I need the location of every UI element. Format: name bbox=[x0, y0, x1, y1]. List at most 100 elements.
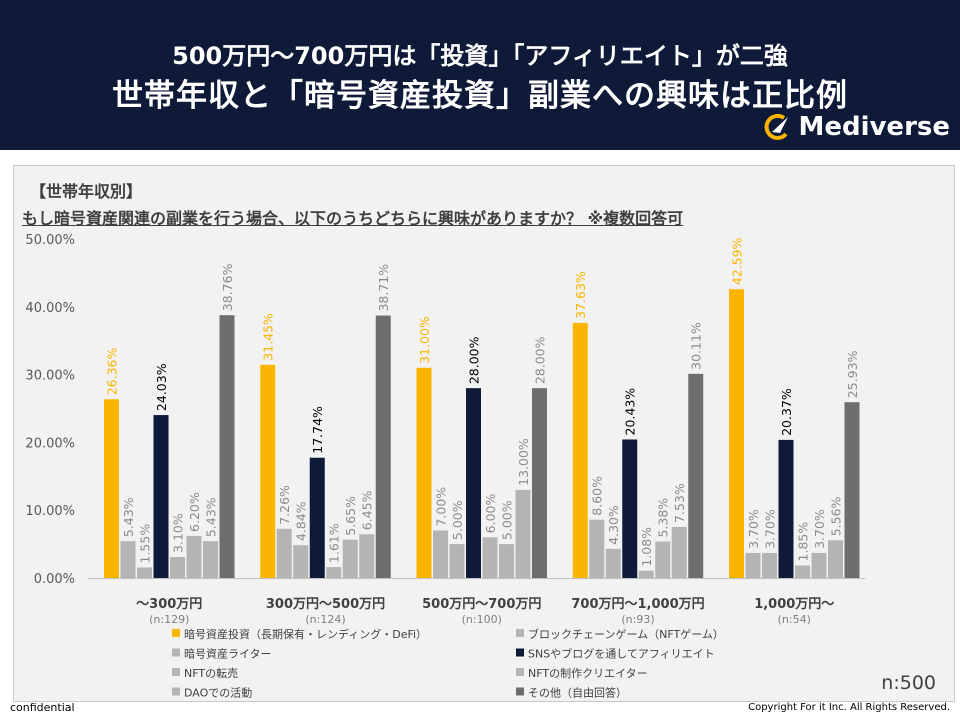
x-category-n: (n:100) bbox=[462, 613, 502, 626]
bar bbox=[219, 315, 235, 578]
bar bbox=[655, 541, 671, 578]
data-label: 13.00% bbox=[516, 438, 531, 486]
data-label: 1.85% bbox=[796, 522, 811, 562]
x-category-label: 〜300万円 bbox=[136, 597, 202, 612]
y-tick-label: 20.00% bbox=[25, 436, 75, 451]
data-label: 38.71% bbox=[376, 264, 391, 312]
data-label: 8.60% bbox=[590, 476, 605, 516]
bar bbox=[186, 535, 202, 578]
bar bbox=[844, 402, 860, 578]
bar bbox=[762, 552, 777, 578]
x-category-n: (n:93) bbox=[621, 613, 654, 626]
data-label: 4.30% bbox=[606, 505, 621, 545]
chart-panel bbox=[13, 165, 955, 702]
data-label: 7.00% bbox=[434, 487, 449, 527]
bar bbox=[170, 556, 185, 578]
data-label: 17.74% bbox=[310, 406, 325, 454]
data-label: 38.76% bbox=[220, 263, 235, 311]
data-label: 1.08% bbox=[639, 527, 654, 567]
legend-label: SNSやブログを通してアフィリエイト bbox=[528, 647, 715, 661]
header-title: 世帯年収と「暗号資産投資」副業への興味は正比例 bbox=[112, 78, 848, 114]
brand-logo: Mediverse bbox=[762, 112, 950, 142]
legend-swatch bbox=[172, 629, 180, 637]
bar bbox=[342, 539, 358, 578]
bar bbox=[572, 322, 588, 578]
data-label: 28.00% bbox=[533, 336, 548, 384]
legend-swatch bbox=[516, 687, 524, 696]
data-label: 5.43% bbox=[121, 497, 136, 537]
x-category-n: (n:54) bbox=[778, 613, 811, 626]
x-category-label: 500万円〜700万円 bbox=[422, 597, 541, 612]
legend-swatch bbox=[516, 668, 524, 676]
bar bbox=[778, 439, 794, 578]
bar bbox=[359, 534, 375, 578]
bar bbox=[293, 545, 309, 578]
x-category-label: 700万円〜1,000万円 bbox=[571, 597, 704, 612]
bar bbox=[309, 457, 325, 578]
legend-label: ブロックチェーンゲーム（NFTゲーム） bbox=[528, 627, 724, 641]
data-label: 31.45% bbox=[261, 313, 276, 361]
legend-label: 暗号資産ライター bbox=[184, 647, 272, 661]
bar bbox=[795, 565, 810, 578]
x-category-n: (n:124) bbox=[305, 613, 345, 626]
bar bbox=[811, 552, 827, 578]
data-label: 3.10% bbox=[171, 513, 186, 553]
bar bbox=[433, 530, 448, 578]
legend-swatch bbox=[516, 629, 524, 637]
question-category: 【世帯年収別】 bbox=[30, 182, 143, 201]
x-category-label: 300万円〜500万円 bbox=[266, 597, 385, 612]
bar bbox=[449, 544, 465, 578]
data-label: 5.00% bbox=[450, 500, 465, 540]
header-banner: 500万円〜700万円は「投資」「アフィリエイト」が二強 世帯年収と「暗号資産投… bbox=[0, 0, 960, 150]
mediverse-logo-icon bbox=[765, 113, 789, 140]
legend-label: DAOでの活動 bbox=[184, 686, 252, 700]
data-label: 30.11% bbox=[689, 322, 704, 370]
data-label: 6.20% bbox=[187, 492, 202, 532]
data-label: 5.43% bbox=[204, 497, 219, 537]
y-tick-label: 50.00% bbox=[25, 233, 75, 248]
data-label: 20.43% bbox=[623, 388, 638, 436]
copyright-text: Copyright For it Inc. All Rights Reserve… bbox=[748, 702, 950, 713]
y-tick-label: 30.00% bbox=[25, 369, 75, 384]
legend-label: その他（自由回答） bbox=[528, 686, 627, 700]
data-label: 3.70% bbox=[746, 509, 761, 549]
bar bbox=[515, 489, 531, 578]
data-label: 6.45% bbox=[360, 490, 375, 530]
x-category-n: (n:129) bbox=[149, 613, 189, 626]
data-label: 7.26% bbox=[277, 485, 292, 525]
bar bbox=[622, 439, 638, 578]
data-label: 20.37% bbox=[779, 388, 794, 436]
bar bbox=[153, 415, 169, 578]
legend-swatch bbox=[172, 687, 180, 696]
data-label: 4.84% bbox=[294, 501, 309, 541]
total-sample-size: n:500 bbox=[881, 672, 936, 694]
bar bbox=[499, 544, 514, 578]
data-label: 31.00% bbox=[417, 316, 432, 364]
legend-label: NFTの制作クリエイター bbox=[528, 667, 648, 680]
data-label: 25.93% bbox=[845, 350, 860, 398]
bar bbox=[104, 399, 119, 578]
header-subtitle: 500万円〜700万円は「投資」「アフィリエイト」が二強 bbox=[172, 42, 788, 70]
data-label: 7.53% bbox=[672, 483, 687, 523]
bar bbox=[828, 540, 843, 578]
data-label: 28.00% bbox=[467, 336, 482, 384]
legend-swatch bbox=[172, 668, 180, 676]
bar bbox=[638, 570, 654, 578]
data-label: 3.70% bbox=[812, 509, 827, 549]
bar bbox=[482, 537, 498, 578]
bar bbox=[375, 315, 391, 578]
y-tick-label: 40.00% bbox=[25, 301, 75, 316]
bar bbox=[605, 548, 621, 578]
confidential-label: confidential bbox=[10, 701, 75, 714]
legend-label: 暗号資産投資（長期保有・レンディング・DeFi） bbox=[184, 627, 427, 641]
y-tick-label: 0.00% bbox=[34, 572, 75, 587]
bar bbox=[276, 528, 292, 578]
bar bbox=[203, 541, 218, 578]
bar bbox=[532, 388, 547, 578]
data-label: 6.00% bbox=[483, 493, 498, 533]
bar bbox=[671, 526, 687, 578]
brand-name: Mediverse bbox=[798, 112, 950, 142]
x-category-label: 1,000万円〜 bbox=[754, 597, 834, 612]
bar bbox=[260, 364, 276, 578]
